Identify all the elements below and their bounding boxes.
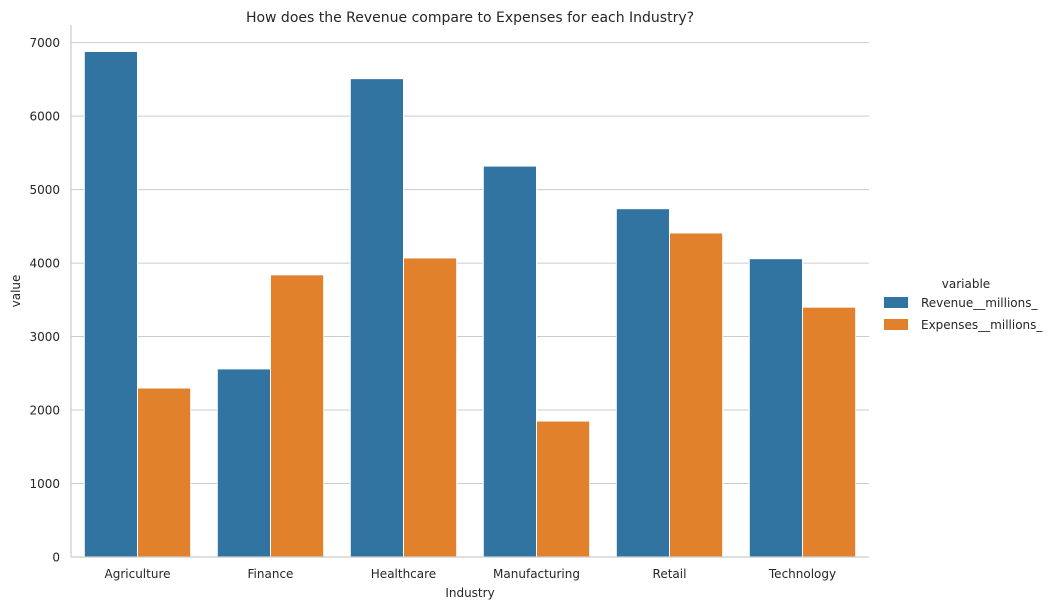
x-tick-label: Retail xyxy=(653,567,687,581)
y-tick-label: 0 xyxy=(52,551,60,565)
x-axis-label: Industry xyxy=(445,586,494,600)
x-tick-label: Finance xyxy=(248,567,294,581)
bar-revenue xyxy=(482,165,537,558)
bar-revenue xyxy=(83,50,139,558)
y-tick-label: 6000 xyxy=(29,110,60,124)
chart-title: How does the Revenue compare to Expenses… xyxy=(246,10,694,26)
legend-title: variable xyxy=(942,277,990,291)
legend-label: Revenue__millions_ xyxy=(921,296,1038,310)
legend-label: Expenses__millions_ xyxy=(921,318,1043,332)
bar-expenses xyxy=(802,306,857,558)
y-tick-label: 3000 xyxy=(29,330,60,344)
legend-swatch xyxy=(884,319,908,330)
bar-revenue xyxy=(748,258,803,558)
bar-revenue xyxy=(615,208,670,558)
bar-revenue xyxy=(349,78,404,558)
x-tick-label: Manufacturing xyxy=(493,567,580,581)
y-tick-label: 5000 xyxy=(29,183,60,197)
y-tick-label: 4000 xyxy=(29,257,60,271)
y-tick-label: 7000 xyxy=(29,36,60,50)
bar-expenses xyxy=(536,420,591,558)
bar-revenue xyxy=(216,368,272,558)
legend-swatch xyxy=(884,297,908,308)
grid-lines xyxy=(71,42,869,485)
x-tick-label: Technology xyxy=(768,567,836,581)
y-tick-label: 1000 xyxy=(29,477,60,491)
legend: variable Revenue__millions_ Expenses__mil… xyxy=(884,277,1043,332)
axes: 0 1000 2000 3000 4000 5000 6000 7000 Agriculture… xyxy=(29,25,869,581)
y-axis-label: value xyxy=(9,275,23,308)
x-tick-label: Agriculture xyxy=(105,567,171,581)
bars xyxy=(83,50,857,558)
y-tick-label: 2000 xyxy=(29,404,60,418)
bar-expenses xyxy=(137,387,192,558)
bar-expenses xyxy=(403,257,458,558)
x-tick-label: Healthcare xyxy=(371,567,436,581)
bar-expenses xyxy=(270,274,325,558)
bar-expenses xyxy=(669,232,724,558)
